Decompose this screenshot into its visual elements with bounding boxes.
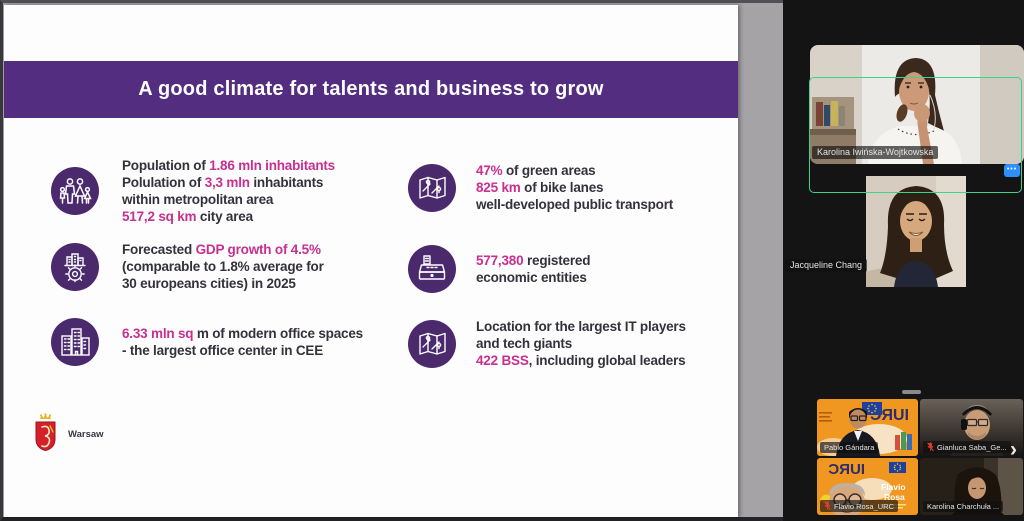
jacqueline-video-feed [866,176,966,287]
stat-text: city area [196,209,253,224]
tile-more-options-button[interactable]: ••• [1004,164,1020,177]
stat-text: economic entities [476,270,587,285]
stat-text-entities: 577,380 registered economic entities [476,252,590,286]
stat-text: Forecasted [122,242,196,257]
stat-text: - the largest office center in CEE [122,343,323,358]
stat-highlight: 47% [476,163,503,178]
stat-highlight: 577,380 [476,253,524,268]
muted-mic-icon [824,501,831,511]
stat-row-population: Population of 1.86 mln inhabitants Polula… [51,157,335,225]
participant-name: Gianluca Saba_Ge... [937,442,1007,452]
stat-text: registered [523,253,591,268]
stat-highlight: 1.86 mln inhabitants [209,158,335,173]
participant-name-label: Jacqueline Chang [785,259,868,272]
city-gear-icon [51,242,99,291]
participant-tile-karolina-iwinska[interactable]: Karolina Iwińska-Wojtkowska [810,45,1024,164]
stat-row-gdp: Forecasted GDP growth of 4.5% (comparable… [51,241,324,292]
stat-text: inhabitants [249,175,324,190]
stat-text: well-developed public transport [476,197,674,212]
stat-text: of bike lanes [520,180,604,195]
participant-name: Pablo Gándara [824,443,875,452]
slide-title: A good climate for talents and business … [138,78,604,100]
stat-text-gdp: Forecasted GDP growth of 4.5% (comparable… [122,241,324,292]
family-icon [51,167,99,215]
svg-text:IURC: IURC [828,461,865,478]
participant-name: Jacqueline Chang [790,260,863,270]
cash-register-icon [408,245,456,293]
participant-name-label: Karolina Iwińska-Wojtkowska [812,146,939,159]
stat-text-green: 47% of green areas 825 km of bike lanes we… [476,162,673,213]
gallery-next-page-button[interactable]: › [1010,438,1017,461]
office-buildings-icon [51,318,99,366]
gallery-scrollbar-thumb[interactable] [902,390,921,394]
participant-name: Karolina Iwińska-Wojtkowska [817,147,934,157]
svg-text:Flavio: Flavio [881,482,906,492]
stat-text-it: Location for the largest IT players and t… [476,318,686,369]
stat-text-population: Population of 1.86 mln inhabitants Polula… [122,157,335,225]
participant-tile-pablo-gandara[interactable]: IURC Pablo Gándara [817,399,918,456]
stat-text: and tech giants [476,336,573,351]
stat-row-offices: 6.33 mln sq m of modern office spaces - t… [51,318,363,366]
stat-highlight: 517,2 sq km [122,209,197,224]
stat-highlight: 422 BSS [476,353,529,368]
stat-row-entities: 577,380 registered economic entities [408,245,590,293]
stat-highlight: 825 km [476,180,521,195]
karolina-video-feed [810,45,1024,164]
stat-text: m of modern office spaces [193,326,363,341]
stat-text: Population of [122,158,210,173]
stat-text-offices: 6.33 mln sq m of modern office spaces - t… [122,325,363,359]
video-panel: Karolina Iwińska-Wojtkowska Jacqueline C… [783,0,1024,521]
participant-name: Flavio Rosa_URC [834,501,895,511]
stat-text: Location for the largest IT players [476,319,686,334]
participant-name-label: Flavio Rosa_URC [820,500,899,512]
stat-text: within metropolitan area [122,192,274,207]
warsaw-logo: Warsaw [32,413,104,455]
map-pins-icon [408,319,456,368]
participant-name-label: Gianluca Saba_Ge... [923,441,1011,453]
warsaw-shield-icon [35,413,56,452]
participant-tile-jacqueline-chang[interactable]: Jacqueline Chang [783,165,1024,295]
presentation-slide: A good climate for talents and business … [4,5,738,517]
stat-highlight: 6.33 mln sq [122,326,194,341]
shared-screen-area: A good climate for talents and business … [0,0,786,521]
stat-text: of green areas [502,163,596,178]
muted-mic-icon [927,442,934,452]
participant-tile-flavio-rosa[interactable]: IURC Flavio Rosa Flavio Rosa_URC [817,458,918,515]
svg-text:Rosa: Rosa [884,492,905,502]
stat-text: 30 europeans cities) in 2025 [122,276,296,291]
warsaw-logo-label: Warsaw [68,428,104,440]
stat-text: (comparable to 1.8% average for [122,259,324,274]
map-pins-icon [408,163,456,212]
stat-text: , including global leaders [528,353,686,368]
participant-name-label: Pablo Gándara [820,442,879,453]
stat-highlight: GDP growth of 4.5% [195,242,321,257]
participant-name: Karolina Charchuła ... [927,502,1000,511]
stat-highlight: 3,3 mln [204,175,250,190]
stat-text: Polulation of [122,175,205,190]
participant-name-label: Karolina Charchuła ... [923,501,1004,512]
participant-tile-karolina-charchula[interactable]: Karolina Charchuła ... [920,458,1023,515]
stat-row-green: 47% of green areas 825 km of bike lanes we… [408,162,673,213]
slide-title-bar: A good climate for talents and business … [4,61,738,118]
participant-tile-gianluca-saba[interactable]: Gianluca Saba_Ge... [920,399,1023,456]
stat-row-it: Location for the largest IT players and t… [408,318,686,369]
